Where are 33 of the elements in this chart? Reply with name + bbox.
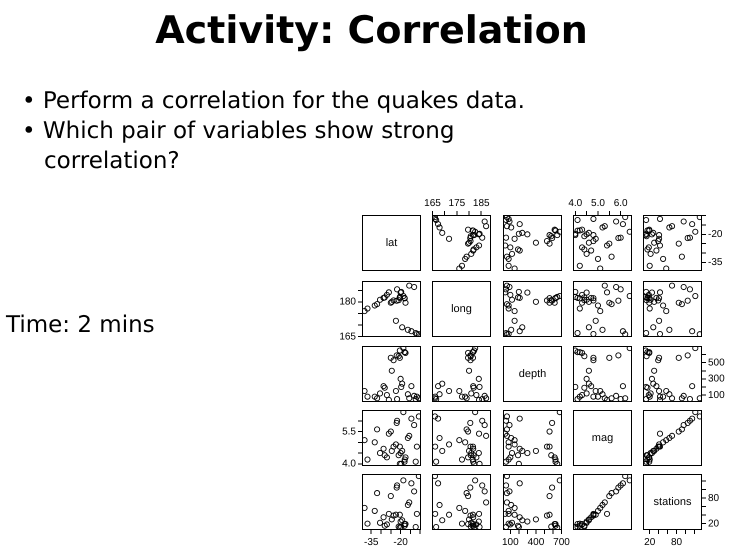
x-tick-label: 4.0 <box>568 198 583 209</box>
text: mag <box>592 432 614 444</box>
y-tick-label: -35 <box>708 257 723 268</box>
x-tick-label: 175 <box>448 198 466 209</box>
x-tick-label: 80 <box>670 536 683 548</box>
y-tick-label: 165 <box>339 331 356 342</box>
y-tick-label: 5.5 <box>342 426 356 438</box>
x-tick-label: 700 <box>553 536 570 548</box>
text: stations <box>654 496 692 508</box>
x-tick-label: 400 <box>528 536 545 548</box>
text: • Which pair of variables show strong correlation? <box>22 117 456 176</box>
y-tick-label: -20 <box>708 229 723 240</box>
text: • Perform a correlation for the quakes data. <box>22 87 526 116</box>
y-tick-label: 20 <box>708 518 720 530</box>
text: Activity: Correlation <box>154 8 589 52</box>
text: long <box>451 303 472 316</box>
x-tick-label: 6.0 <box>614 198 628 209</box>
x-tick-label: -35 <box>364 536 379 548</box>
x-tick-label: -20 <box>393 536 408 548</box>
y-tick-label: 4.0 <box>342 458 356 470</box>
text: depth <box>518 368 546 380</box>
x-tick-label: 185 <box>472 198 490 209</box>
text: lat <box>386 237 398 250</box>
y-tick-label: 80 <box>708 492 720 504</box>
y-tick-label: 100 <box>708 390 726 401</box>
x-tick-label: 20 <box>644 536 656 548</box>
y-tick-label: 500 <box>708 357 726 368</box>
x-tick-label: 100 <box>502 536 520 548</box>
y-tick-label: 180 <box>339 296 356 308</box>
x-tick-label: 165 <box>424 198 442 209</box>
text: Time: 2 mins <box>6 312 155 338</box>
y-tick-label: 300 <box>708 374 726 385</box>
x-tick-label: 5.0 <box>591 198 606 209</box>
